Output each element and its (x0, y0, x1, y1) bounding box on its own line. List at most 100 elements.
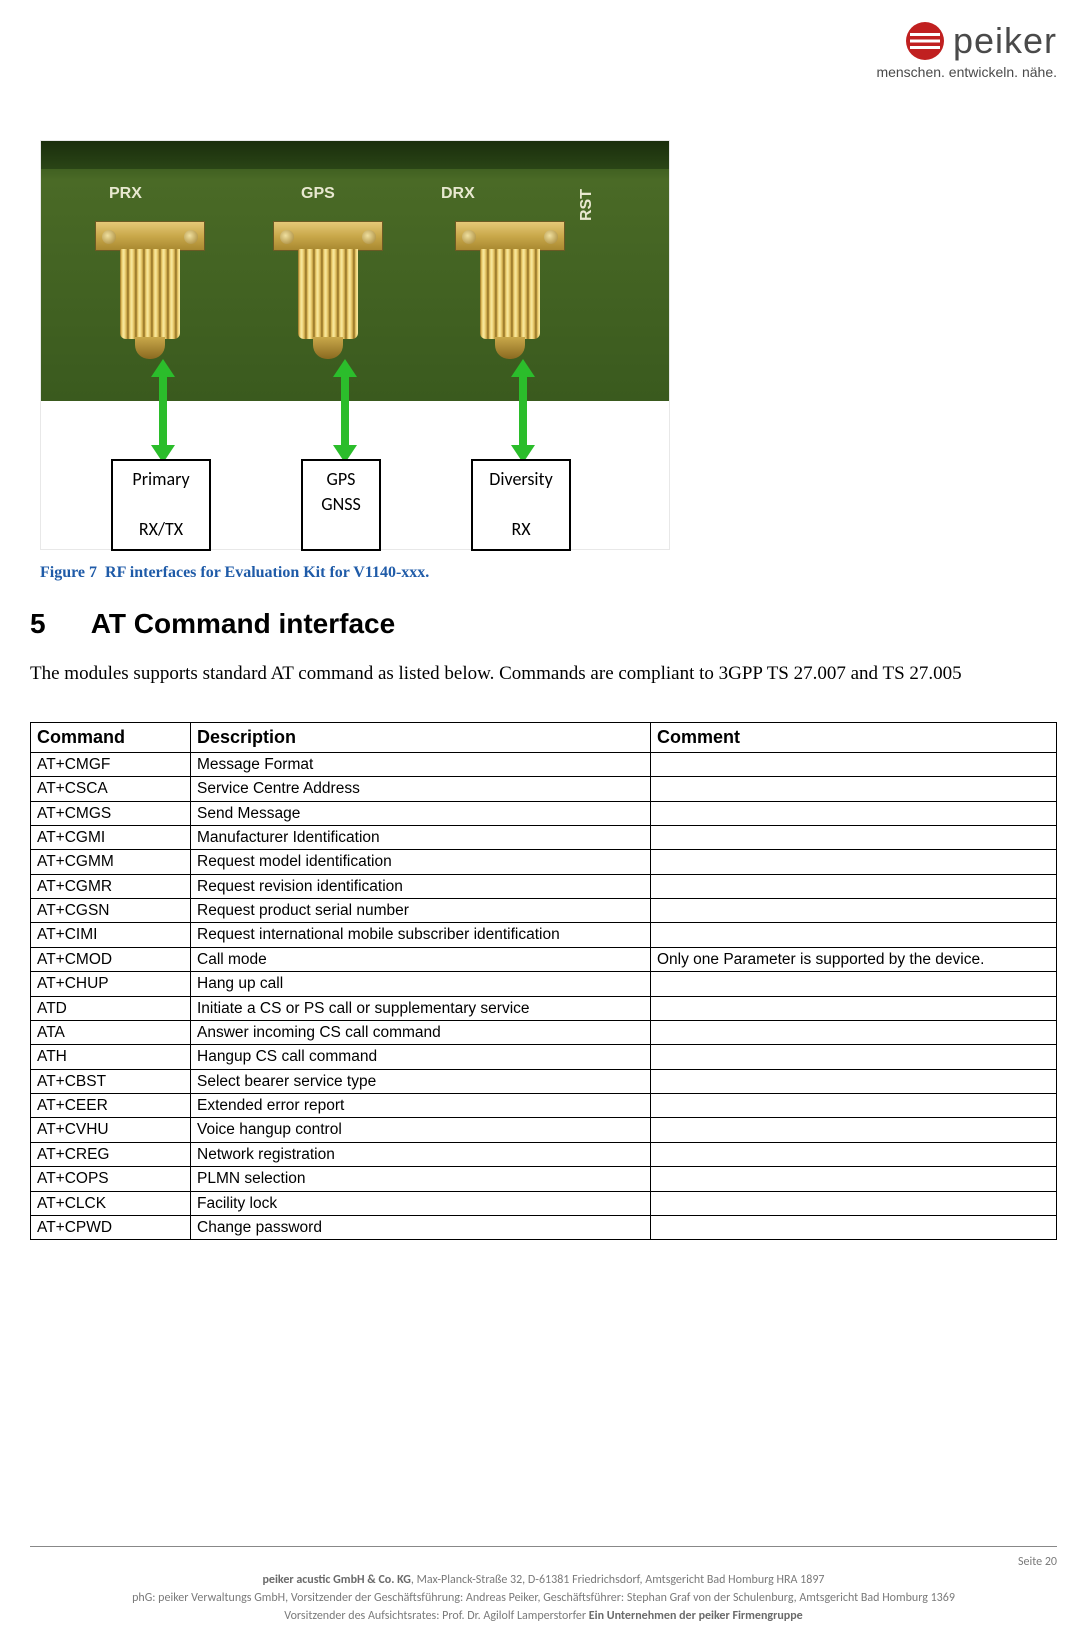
cell-description: Select bearer service type (191, 1069, 651, 1093)
cell-command: ATH (31, 1045, 191, 1069)
arrow-icon (149, 359, 177, 463)
section-heading: 5 AT Command interface (30, 608, 1057, 640)
table-row: AT+CSCAService Centre Address (31, 777, 1057, 801)
cell-description: Manufacturer Identification (191, 825, 651, 849)
cell-comment (651, 1045, 1057, 1069)
page-footer: Seite 20 peiker acustic GmbH & Co. KG, M… (30, 1546, 1057, 1625)
cell-command: AT+CIMI (31, 923, 191, 947)
cell-description: Hang up call (191, 972, 651, 996)
arrow-icon (331, 359, 359, 463)
cell-command: ATD (31, 996, 191, 1020)
table-row: AT+CIMIRequest international mobile subs… (31, 923, 1057, 947)
footer-company: peiker acustic GmbH & Co. KG (262, 1573, 410, 1587)
cell-command: AT+CMOD (31, 947, 191, 971)
cell-description: Change password (191, 1215, 651, 1239)
label-text: GPS (327, 468, 356, 490)
silkscreen-rst: RST (578, 189, 596, 221)
cell-description: Request revision identification (191, 874, 651, 898)
cell-command: AT+CMGS (31, 801, 191, 825)
cell-comment (651, 1118, 1057, 1142)
cell-description: Initiate a CS or PS call or supplementar… (191, 996, 651, 1020)
cell-command: AT+CLCK (31, 1191, 191, 1215)
cell-comment (651, 850, 1057, 874)
cell-description: Answer incoming CS call command (191, 1020, 651, 1044)
page-number: Seite 20 (30, 1553, 1057, 1571)
label-text: RX (511, 518, 530, 540)
connector-diversity (455, 141, 565, 281)
cell-command: AT+COPS (31, 1167, 191, 1191)
cell-command: AT+CREG (31, 1142, 191, 1166)
cell-description: Network registration (191, 1142, 651, 1166)
intro-paragraph: The modules supports standard AT command… (30, 662, 1057, 686)
col-header-description: Description (191, 722, 651, 752)
table-row: AT+CMGFMessage Format (31, 752, 1057, 776)
caption-text: RF interfaces for Evaluation Kit for V11… (105, 564, 429, 581)
cell-comment (651, 996, 1057, 1020)
table-row: AT+CGMRRequest revision identification (31, 874, 1057, 898)
cell-comment (651, 801, 1057, 825)
at-command-table: Command Description Comment AT+CMGFMessa… (30, 722, 1057, 1241)
table-row: AT+COPSPLMN selection (31, 1167, 1057, 1191)
label-text: Diversity (489, 468, 552, 490)
cell-command: AT+CMGF (31, 752, 191, 776)
cell-comment: Only one Parameter is supported by the d… (651, 947, 1057, 971)
cell-description: Call mode (191, 947, 651, 971)
cell-command: AT+CEER (31, 1094, 191, 1118)
footer-line: peiker acustic GmbH & Co. KG, Max-Planck… (30, 1571, 1057, 1589)
label-text: RX/TX (139, 518, 183, 540)
cell-comment (651, 1094, 1057, 1118)
arrow-icon (509, 359, 537, 463)
table-row: ATHHangup CS call command (31, 1045, 1057, 1069)
cell-comment (651, 923, 1057, 947)
cell-comment (651, 1020, 1057, 1044)
cell-command: AT+CBST (31, 1069, 191, 1093)
cell-comment (651, 1167, 1057, 1191)
table-row: ATDInitiate a CS or PS call or supplemen… (31, 996, 1057, 1020)
cell-command: ATA (31, 1020, 191, 1044)
table-row: AT+CMGSSend Message (31, 801, 1057, 825)
table-row: AT+CEERExtended error report (31, 1094, 1057, 1118)
footer-text: Vorsitzender des Aufsichtsrates: Prof. D… (284, 1609, 589, 1623)
cell-description: Extended error report (191, 1094, 651, 1118)
peiker-logo-icon (905, 21, 945, 61)
cell-command: AT+CPWD (31, 1215, 191, 1239)
cell-description: Service Centre Address (191, 777, 651, 801)
col-header-comment: Comment (651, 722, 1057, 752)
table-row: AT+CGMMRequest model identification (31, 850, 1057, 874)
cell-description: Request model identification (191, 850, 651, 874)
cell-description: Facility lock (191, 1191, 651, 1215)
cell-command: AT+CGSN (31, 899, 191, 923)
cell-comment (651, 972, 1057, 996)
caption-prefix: Figure 7 (40, 564, 97, 581)
footer-text: , Max-Planck-Straße 32, D-61381 Friedric… (411, 1573, 825, 1587)
figure-caption: Figure 7 RF interfaces for Evaluation Ki… (40, 564, 1057, 582)
cell-comment (651, 874, 1057, 898)
cell-comment (651, 899, 1057, 923)
table-row: AT+CMODCall modeOnly one Parameter is su… (31, 947, 1057, 971)
table-row: ATAAnswer incoming CS call command (31, 1020, 1057, 1044)
figure-7: PRX GPS DRX RST (40, 140, 1057, 582)
cell-command: AT+CSCA (31, 777, 191, 801)
cell-command: AT+CGMM (31, 850, 191, 874)
section-title: AT Command interface (91, 608, 395, 639)
footer-line: Vorsitzender des Aufsichtsrates: Prof. D… (30, 1607, 1057, 1625)
connector-gps (273, 141, 383, 281)
table-row: AT+CLCKFacility lock (31, 1191, 1057, 1215)
table-row: AT+CGMIManufacturer Identification (31, 825, 1057, 849)
label-text: Primary (132, 468, 189, 490)
cell-description: Hangup CS call command (191, 1045, 651, 1069)
table-row: AT+CHUPHang up call (31, 972, 1057, 996)
table-row: AT+CBSTSelect bearer service type (31, 1069, 1057, 1093)
page-header: peiker menschen. entwickeln. nähe. (30, 20, 1057, 100)
connector-primary (95, 141, 205, 281)
label-diversity: Diversity RX (471, 459, 571, 551)
label-gps: GPS GNSS (301, 459, 381, 551)
cell-comment (651, 825, 1057, 849)
table-row: AT+CREGNetwork registration (31, 1142, 1057, 1166)
cell-description: Message Format (191, 752, 651, 776)
table-row: AT+CPWDChange password (31, 1215, 1057, 1239)
label-primary: Primary RX/TX (111, 459, 211, 551)
section-number: 5 (30, 608, 84, 640)
footer-text-bold: Ein Unternehmen der peiker Firmengruppe (589, 1609, 803, 1623)
cell-command: AT+CVHU (31, 1118, 191, 1142)
